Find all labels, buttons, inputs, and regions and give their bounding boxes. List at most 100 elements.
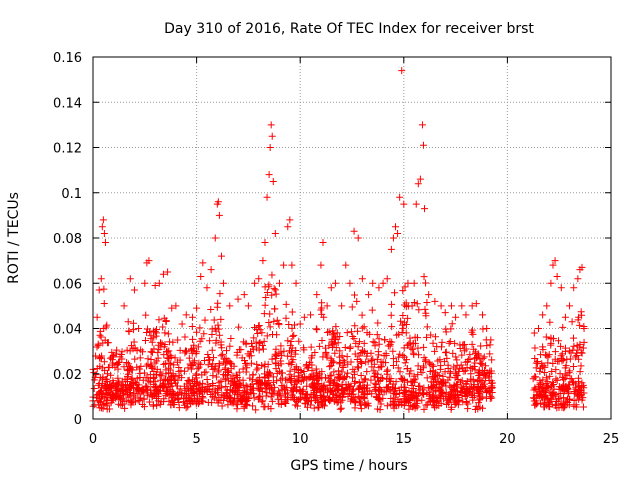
data-point (463, 364, 471, 372)
data-point (368, 306, 376, 314)
data-point (454, 401, 462, 409)
data-point (303, 397, 311, 405)
data-point (287, 361, 295, 369)
data-point (145, 257, 153, 265)
data-point (185, 378, 193, 386)
data-point (286, 216, 294, 224)
data-point (320, 313, 328, 321)
data-point (114, 380, 122, 388)
data-point (355, 397, 363, 405)
data-point (474, 377, 482, 385)
data-point (291, 401, 299, 409)
data-point (399, 311, 407, 319)
data-point (146, 378, 154, 386)
data-point (140, 395, 148, 403)
data-point (351, 379, 359, 387)
data-point (351, 404, 359, 412)
data-point (245, 352, 253, 360)
data-point (389, 347, 397, 355)
data-point (478, 383, 486, 391)
data-point (215, 325, 223, 333)
data-point (328, 335, 336, 343)
data-point (452, 353, 460, 361)
data-point (562, 344, 570, 352)
data-point (209, 365, 217, 373)
data-point (264, 371, 272, 379)
data-point (94, 381, 102, 389)
data-point (348, 328, 356, 336)
data-point (575, 386, 583, 394)
data-point (560, 394, 568, 402)
data-point (256, 326, 264, 334)
data-point (106, 381, 114, 389)
data-point (390, 361, 398, 369)
data-point (394, 229, 402, 237)
data-point (479, 311, 487, 319)
data-point (281, 397, 289, 405)
data-point (310, 371, 318, 379)
data-point (453, 397, 461, 405)
data-point (252, 406, 260, 414)
data-point (95, 286, 103, 294)
data-point (198, 397, 206, 405)
data-point (355, 352, 363, 360)
data-point (416, 175, 424, 183)
x-tick-label: 5 (192, 432, 200, 447)
data-point (574, 391, 582, 399)
data-point (338, 302, 346, 310)
data-point (402, 329, 410, 337)
data-point (575, 395, 583, 403)
data-point (412, 390, 420, 398)
data-point (235, 323, 243, 331)
data-point (175, 399, 183, 407)
y-tick-label: 0.02 (53, 368, 82, 383)
data-point (423, 323, 431, 331)
data-point (309, 376, 317, 384)
data-point (255, 385, 263, 393)
data-point (570, 342, 578, 350)
data-point (387, 377, 395, 385)
data-point (555, 337, 563, 345)
data-point (92, 371, 100, 379)
data-point (356, 401, 364, 409)
data-point (97, 333, 105, 341)
data-point (459, 364, 467, 372)
data-point (539, 311, 547, 319)
data-point (486, 350, 494, 358)
data-point (419, 390, 427, 398)
data-point (395, 353, 403, 361)
data-point (341, 358, 349, 366)
data-point (397, 317, 405, 325)
data-point (286, 367, 294, 375)
data-point (126, 381, 134, 389)
data-point (346, 343, 354, 351)
data-point (133, 375, 141, 383)
data-point (379, 359, 387, 367)
data-point (530, 394, 538, 402)
data-point (392, 358, 400, 366)
data-point (400, 200, 408, 208)
data-point (488, 382, 496, 390)
data-point (336, 332, 344, 340)
data-point (547, 279, 555, 287)
data-point (460, 347, 468, 355)
data-point (341, 344, 349, 352)
data-point (300, 313, 308, 321)
data-point (357, 371, 365, 379)
data-point (579, 344, 587, 352)
data-point (329, 394, 337, 402)
data-point (158, 372, 166, 380)
data-point (476, 403, 484, 411)
data-point (257, 379, 265, 387)
data-point (101, 366, 109, 374)
data-point (471, 406, 479, 414)
data-point (556, 370, 564, 378)
data-point (530, 329, 538, 337)
data-point (569, 346, 577, 354)
data-point (171, 379, 179, 387)
data-point (336, 353, 344, 361)
data-point (170, 361, 178, 369)
data-point (539, 346, 547, 354)
data-point (283, 376, 291, 384)
data-point (387, 311, 395, 319)
